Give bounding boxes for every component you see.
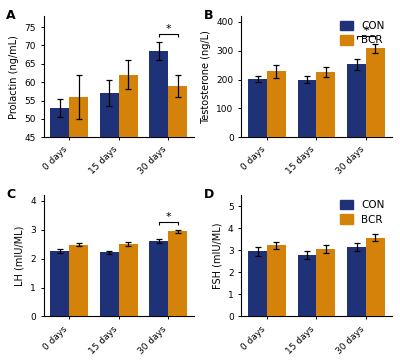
Bar bbox=[168, 231, 187, 316]
Bar bbox=[366, 238, 385, 316]
Bar bbox=[366, 48, 385, 137]
Bar bbox=[100, 252, 119, 316]
Y-axis label: Testosterone (ng/L): Testosterone (ng/L) bbox=[201, 30, 211, 123]
Legend: CON, BCR: CON, BCR bbox=[338, 19, 386, 48]
Text: *: * bbox=[363, 26, 369, 36]
Text: B: B bbox=[204, 9, 213, 22]
Text: A: A bbox=[6, 9, 16, 22]
Bar bbox=[298, 79, 316, 137]
Bar bbox=[50, 251, 69, 316]
Y-axis label: FSH (mIU/ML): FSH (mIU/ML) bbox=[212, 223, 222, 289]
Bar bbox=[267, 245, 286, 316]
Bar bbox=[316, 72, 335, 137]
Bar bbox=[69, 245, 88, 316]
Bar bbox=[119, 75, 138, 302]
Bar bbox=[248, 252, 267, 316]
Bar bbox=[69, 97, 88, 302]
Bar bbox=[347, 64, 366, 137]
Y-axis label: Prolactin (ng/mL): Prolactin (ng/mL) bbox=[9, 35, 19, 119]
Bar bbox=[316, 249, 335, 316]
Bar bbox=[347, 247, 366, 316]
Bar bbox=[248, 79, 267, 137]
Bar bbox=[168, 86, 187, 302]
Text: *: * bbox=[166, 24, 171, 34]
Text: C: C bbox=[6, 188, 15, 201]
Bar bbox=[267, 71, 286, 137]
Bar bbox=[100, 93, 119, 302]
Bar bbox=[150, 241, 168, 316]
Legend: CON, BCR: CON, BCR bbox=[338, 198, 386, 227]
Text: *: * bbox=[166, 212, 171, 222]
Bar bbox=[298, 255, 316, 316]
Y-axis label: LH (mIU/ML): LH (mIU/ML) bbox=[15, 226, 25, 286]
Bar bbox=[50, 108, 69, 302]
Bar bbox=[150, 51, 168, 302]
Text: D: D bbox=[204, 188, 214, 201]
Bar bbox=[119, 244, 138, 316]
